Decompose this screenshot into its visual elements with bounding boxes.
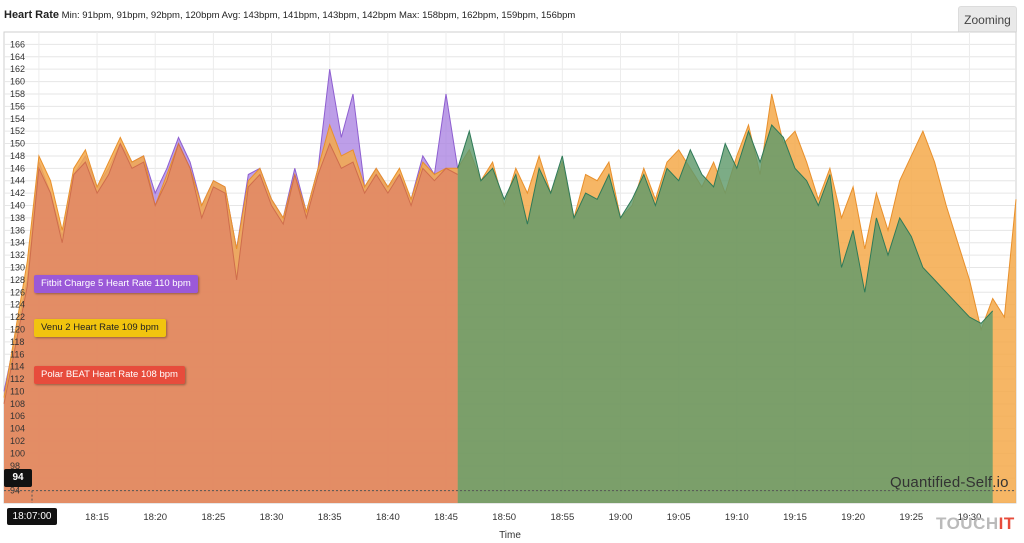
y-tick-label: 162 (10, 64, 25, 74)
y-tick-label: 104 (10, 424, 25, 434)
x-tick-label: 18:45 (434, 512, 458, 523)
y-tick-label: 132 (10, 250, 25, 260)
y-tick-label: 106 (10, 411, 25, 421)
green-series-area (457, 125, 993, 503)
y-axis-ticks: 9496981001021041061081101121141161181201… (10, 39, 25, 495)
y-tick-label: 152 (10, 126, 25, 136)
y-tick-label: 140 (10, 201, 25, 211)
chart-header: Heart Rate Min: 91bpm, 91bpm, 92bpm, 120… (4, 9, 575, 21)
y-tick-label: 116 (10, 349, 24, 359)
y-tick-label: 146 (10, 163, 25, 173)
crosshair-y-value: 94 (4, 469, 32, 487)
tooltip-fitbit: Fitbit Charge 5 Heart Rate 110 bpm (34, 275, 198, 293)
y-tick-label: 118 (10, 337, 24, 347)
y-tick-label: 94 (10, 486, 20, 496)
y-tick-label: 108 (10, 399, 25, 409)
x-tick-label: 18:20 (143, 512, 167, 523)
x-tick-label: 19:05 (667, 512, 691, 523)
x-tick-label: 18:15 (85, 512, 109, 523)
y-tick-label: 142 (10, 188, 25, 198)
y-tick-label: 120 (10, 324, 25, 334)
x-tick-label: 18:50 (492, 512, 516, 523)
x-tick-label: 19:30 (958, 512, 982, 523)
y-tick-label: 130 (10, 263, 25, 273)
green-series-line (457, 124, 994, 324)
x-tick-label: 19:20 (841, 512, 865, 523)
x-tick-label: 18:30 (260, 512, 284, 523)
y-tick-label: 126 (10, 287, 25, 297)
y-tick-label: 136 (10, 225, 25, 235)
y-tick-label: 154 (10, 114, 25, 124)
y-tick-label: 134 (10, 238, 25, 248)
y-tick-label: 124 (10, 300, 25, 310)
x-axis-ticks: 18:1018:1518:2018:2518:3018:3518:4018:45… (27, 512, 981, 523)
site-brand: Quantified-Self.io (890, 474, 1009, 491)
x-axis-label: Time (499, 530, 521, 541)
watermark-logo: TOUCHIT (936, 514, 1015, 534)
polar-series-area (4, 143, 458, 503)
y-tick-label: 158 (10, 89, 25, 99)
x-tick-label: 19:00 (609, 512, 633, 523)
y-tick-label: 166 (10, 39, 25, 49)
chart-title: Heart Rate (4, 9, 60, 21)
x-tick-label: 18:55 (550, 512, 574, 523)
chart-stats: Min: 91bpm, 91bpm, 92bpm, 120bpm Avg: 14… (61, 10, 576, 21)
y-tick-label: 144 (10, 176, 25, 186)
y-tick-label: 102 (10, 436, 25, 446)
y-tick-label: 148 (10, 151, 25, 161)
x-tick-label: 18:25 (201, 512, 225, 523)
x-tick-label: 19:25 (899, 512, 923, 523)
tooltip-polar: Polar BEAT Heart Rate 108 bpm (34, 366, 185, 384)
y-tick-label: 112 (10, 374, 24, 384)
x-tick-label: 19:10 (725, 512, 749, 523)
x-tick-label: 18:40 (376, 512, 400, 523)
y-tick-label: 122 (10, 312, 25, 322)
x-tick-label: 18:35 (318, 512, 342, 523)
y-tick-label: 98 (10, 461, 20, 471)
y-tick-label: 128 (10, 275, 25, 285)
y-tick-label: 110 (10, 386, 24, 396)
zooming-button[interactable]: Zooming (958, 6, 1017, 34)
y-tick-label: 150 (10, 139, 25, 149)
watermark-main: TOUCH (936, 514, 999, 533)
y-tick-label: 160 (10, 77, 25, 87)
tooltip-venu: Venu 2 Heart Rate 109 bpm (34, 319, 166, 337)
y-tick-label: 114 (10, 362, 24, 372)
y-tick-label: 138 (10, 213, 25, 223)
y-tick-label: 156 (10, 101, 25, 111)
polar-series-line (3, 142, 458, 404)
watermark-accent: IT (998, 514, 1015, 533)
chart-areas (3, 69, 1017, 503)
x-tick-label: 19:15 (783, 512, 807, 523)
crosshair-x-value: 18:07:00 (7, 508, 57, 525)
y-tick-label: 100 (10, 448, 25, 458)
y-tick-label: 164 (10, 52, 25, 62)
